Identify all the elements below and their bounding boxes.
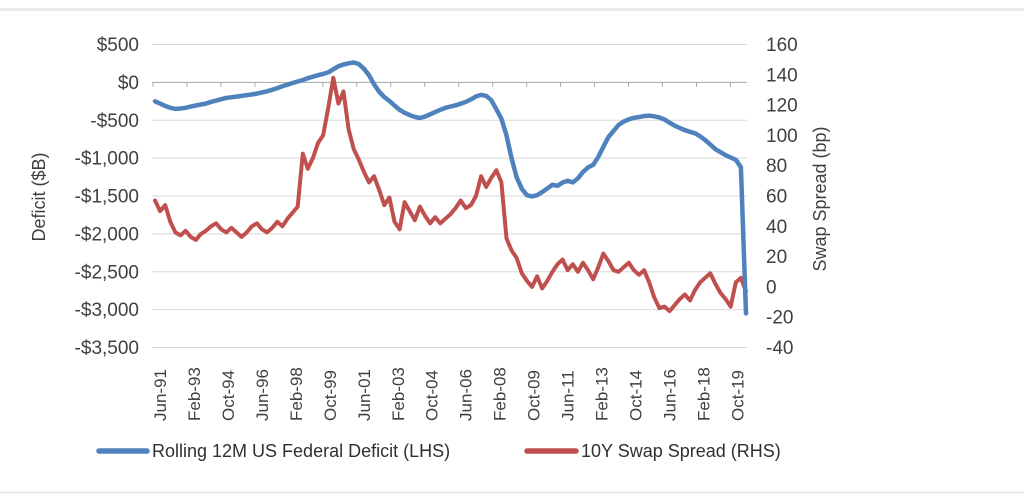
legend-label-deficit: Rolling 12M US Federal Deficit (LHS) [152,441,450,461]
left-axis-tick-label: -$1,000 [75,149,139,170]
series-line-swap-spread [153,75,748,314]
x-axis-tick-label: Jun-01 [355,369,374,421]
right-axis-tick-label: 60 [766,187,787,208]
right-axis-tick-label: 20 [766,247,787,268]
right-axis-title: Swap Spread (bp) [810,126,830,271]
left-axis-tick-label: -$1,500 [75,187,139,208]
right-axis-tick-label: -40 [766,338,793,359]
left-axis-tick-label: -$3,000 [75,300,139,321]
x-axis-tick-label: Feb-08 [491,367,510,421]
x-axis-tick-label: Oct-14 [627,370,646,421]
gridlines [152,44,747,348]
left-axis-tick-label: -$3,500 [75,338,139,359]
legend: Rolling 12M US Federal Deficit (LHS) 10Y… [96,441,781,461]
x-axis-tick-label: Jun-06 [457,369,476,421]
x-axis-tick-label: Feb-03 [389,367,408,421]
x-axis-tick-label: Jun-96 [253,369,272,421]
left-axis-tick-label: -$2,000 [75,224,139,245]
left-axis-tick-label: $500 [97,35,139,56]
zero-axis-line [152,82,731,87]
x-axis-tick-labels: Jun-91 Feb-93 Oct-94 Jun-96 Feb-98 Oct-99 Jun-… [151,367,747,421]
x-axis-tick-label: Oct-94 [219,370,238,421]
x-axis-tick-label: Oct-04 [423,370,442,421]
x-axis-tick-label: Feb-13 [593,367,612,421]
right-axis-tick-label: 120 [766,96,798,117]
series-line-deficit [152,60,749,316]
right-axis-tick-label: 100 [766,126,798,147]
series-lines [152,60,749,316]
left-axis-tick-label: $0 [118,73,139,94]
right-axis-tick-label: 40 [766,217,787,238]
x-axis-tick-label: Oct-99 [321,370,340,421]
x-axis-tick-label: Feb-93 [185,367,204,421]
x-axis-tick-label: Jun-16 [660,369,679,421]
x-axis-tick-label: Jun-11 [559,370,578,421]
legend-label-swap-spread: 10Y Swap Spread (RHS) [581,441,781,461]
right-axis-tick-label: 80 [766,156,787,177]
left-axis-tick-label: -$2,500 [75,262,139,283]
left-axis-tick-label: -$500 [90,111,139,132]
right-axis-tick-label: -20 [766,308,793,329]
x-axis-tick-label: Feb-18 [694,367,713,421]
x-axis-tick-label: Jun-91 [151,369,170,421]
x-axis-tick-label: Oct-19 [728,370,747,421]
right-axis-tick-label: 140 [766,65,798,86]
left-axis-title: Deficit ($B) [29,152,49,241]
right-axis-tick-label: 160 [766,35,798,56]
right-axis-tick-label: 0 [766,277,777,298]
left-axis-tick-labels: $500 $0 -$500 -$1,000 -$1,500 -$2,000 -$2,500 -… [75,35,139,359]
x-axis-tick-label: Feb-98 [287,367,306,421]
right-axis-tick-labels: 160 140 120 100 80 60 40 20 0 -20 -40 [766,35,798,359]
x-axis-tick-label: Oct-09 [525,370,544,421]
